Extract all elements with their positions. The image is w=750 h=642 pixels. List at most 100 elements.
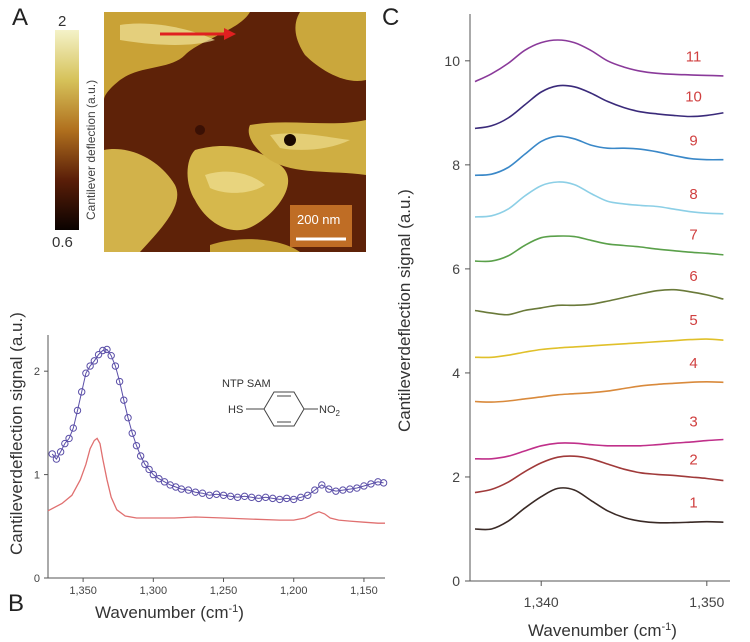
panel-b-data-point [198,489,207,497]
panel-c-series-1 [474,487,724,531]
panel-c-series: 1 2 3 4 5 6 7 8 9 10 11 [474,39,724,531]
panel-b-measured-line [51,348,384,500]
panel-c-series-8 [474,181,724,218]
panel-b-ticks: 1,350 1,300 1,250 1,200 1,150 0 1 2 [34,366,378,597]
panel-b-ylabel: Cantileverdeflection signal (a.u.) [7,312,26,555]
panel-b-data-point [353,484,361,492]
colorbar [55,30,79,230]
panel-b-data-point [191,488,200,496]
panel-c-series-9 [474,135,724,177]
panel-b-data-point [205,491,214,499]
panel-b-data-point [240,492,249,501]
panel-b-data-point [94,350,103,359]
panel-b-data-point [311,486,319,494]
panel-c-y-tick-label: 6 [452,261,460,277]
panel-b-data-point [219,491,228,499]
panel-b-data-point [160,478,169,486]
panel-c-y-tick-label: 10 [444,53,460,69]
panel-b-data-point [184,486,193,494]
panel-c-ylabel: Cantileverdeflection signal (a.u.) [395,189,414,432]
panel-b-data-point [90,357,99,365]
panel-c-series-label-3: 3 [689,414,697,431]
panel-b-x-tick-label: 1,300 [140,585,168,597]
panel-b-data-point [149,470,158,479]
panel-b-data-point [111,362,120,370]
panel-b-data-point [318,481,326,489]
panel-b-reference-line [47,437,385,524]
panel-b-data-point [120,396,128,404]
panel-b-data-point [155,475,163,483]
panel-b-data-point [367,480,375,488]
panel-b-data-point [52,455,61,463]
colorbar-max-label: 2 [58,13,66,30]
colorbar-min-label: 0.6 [52,234,73,251]
colorbar-axis-label: Cantilever deflection (a.u.) [84,80,98,220]
panel-c-series-3 [474,438,724,460]
panel-c-series-4 [474,380,724,403]
molecule-hs-label: HS [228,404,243,416]
panel-b-series [47,345,388,524]
panel-b-data-point [78,388,86,396]
panel-c-y-tick-label: 0 [452,573,460,589]
panel-b-data-point [69,424,77,432]
panel-c-xlabel-sup: -1 [662,621,672,633]
panel-b-data-point [374,478,382,486]
panel-b-data-point [254,494,263,503]
panel-c-xlabel: Wavenumber (cm-1) [528,621,677,640]
panel-b-data-point [65,434,73,443]
panel-b-data-point [275,495,284,504]
panel-b-data-point [61,439,69,448]
panel-label-c: C [382,4,400,31]
panel-b-data-point [82,369,90,377]
panel-c-series-label-8: 8 [689,186,697,203]
panel-b-data-point [86,362,94,370]
panel-b-x-tick-label: 1,250 [210,585,238,597]
panel-c-y-tick-label: 8 [452,157,460,173]
panel-c-series-10 [474,84,724,130]
panel-b-data-point [115,377,124,386]
panel-b-xlabel-close: ) [238,603,244,622]
molecule-no2-main: NO [319,404,336,416]
panel-b-data-point [145,465,153,474]
panel-b-data-point [136,452,145,460]
panel-b-data-point [268,494,277,503]
panel-b-data-point [107,351,115,360]
panel-b-data-point [141,460,149,468]
benzene-ring [263,391,305,427]
scan-direction-arrowhead [224,28,236,40]
panel-b-x-tick-label: 1,150 [350,585,378,597]
panel-c-series-label-6: 6 [689,268,697,285]
panel-b-data-point [124,414,132,422]
panel-b-data-point [56,448,65,456]
panel-b-data-point [261,493,270,502]
panel-c-series-label-7: 7 [689,226,697,243]
panel-b-data-point [360,482,368,490]
panel-b-x-tick-label: 1,350 [69,585,97,597]
panel-c-series-label-2: 2 [689,452,697,469]
panel-b-data-point [128,429,136,437]
scalebar-label: 200 nm [297,212,340,227]
molecule-no2-label: NO2 [319,404,341,418]
panel-b-data-point [332,487,340,495]
panel-b-xlabel: Wavenumber (cm-1) [95,603,244,622]
panel-b-data-point [212,490,221,498]
panel-b-data-point [73,406,82,415]
panel-c-series-label-9: 9 [689,133,697,150]
panel-c-series-label-4: 4 [689,355,697,372]
panel-b-y-tick-label: 2 [34,366,40,378]
panel-b-data-point [132,441,141,450]
panel-b-data-point [103,345,111,354]
panel-c-series-6 [474,288,724,316]
panel-b-data-point [247,493,256,502]
panel-b-data-point [48,450,56,458]
panel-c-series-11 [474,39,724,83]
panel-c-series-7 [474,235,724,263]
molecule-no2-sub: 2 [336,409,341,418]
panel-b-data-point [233,493,242,502]
panel-label-b: B [8,590,25,617]
panel-c-series-label-1: 1 [689,495,697,512]
panel-b-x-tick-label: 1,200 [280,585,308,597]
panel-b-data-point [346,485,354,493]
